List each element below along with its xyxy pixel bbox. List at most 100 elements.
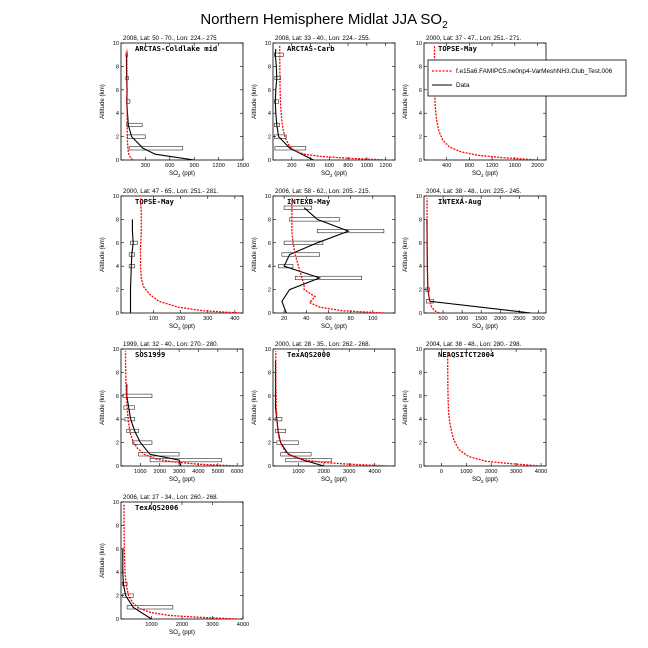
panel-9: 2004, Lat: 38 - 48., Lon: 280.- 298. NEAQ… <box>402 341 547 484</box>
model-series-line <box>123 504 237 619</box>
y-tick-label: 4 <box>419 111 422 117</box>
plot-area <box>128 198 241 313</box>
y-tick-label: 2 <box>419 288 422 294</box>
plot-area <box>447 351 542 466</box>
plot-frame <box>120 501 244 620</box>
x-tick-label: 1200 <box>212 163 224 169</box>
plot-frame <box>423 42 547 161</box>
y-tick-label: 4 <box>419 264 422 270</box>
x-axis-label-unit: (ppt) <box>484 323 498 330</box>
y-tick-label: 8 <box>268 217 271 223</box>
data-range-bar <box>283 240 324 245</box>
x-tick-label: 2000 <box>154 469 166 475</box>
x-tick-label: 1000 <box>292 469 304 475</box>
y-axis-label: Altitude (km) <box>99 84 106 119</box>
panel-subtitle: 1999, Lat: 32 - 40., Lon: 270.- 280. <box>123 341 219 348</box>
y-tick-label: 2 <box>116 594 119 600</box>
model-series-line <box>291 198 384 313</box>
y-tick-label: 6 <box>419 241 422 247</box>
x-axis-label-subscript: 2 <box>178 632 181 637</box>
y-tick-label: 2 <box>419 135 422 141</box>
legend-model-label: f.e15a6.FAMIPC5.ne0np4-VarMeshNH3.Club_T… <box>456 68 613 75</box>
plot-area <box>121 504 237 619</box>
x-tick-label: 4000 <box>237 622 249 628</box>
y-tick-label: 4 <box>116 264 119 270</box>
x-axis-label-unit: (ppt) <box>484 170 498 177</box>
y-tick-label: 4 <box>116 570 119 576</box>
x-tick-label: 3000 <box>510 469 522 475</box>
x-tick-label: 300 <box>203 316 212 322</box>
x-axis-label-subscript: 2 <box>178 173 181 178</box>
y-tick-label: 2 <box>116 288 119 294</box>
panel-1: 2008, Lat: 50 - 70., Lon: 224.- 275 ARCTA… <box>99 35 249 178</box>
data-range-bar <box>289 217 340 222</box>
x-axis-label-unit: (ppt) <box>181 170 195 177</box>
x-tick-label: 400 <box>442 163 451 169</box>
x-axis-label-subscript: 2 <box>330 479 333 484</box>
panel-subtitle: 2006, Lat: 27 - 34., Lon: 260.- 268. <box>123 494 219 501</box>
y-tick-label: 6 <box>116 241 119 247</box>
legend-data-label: Data <box>456 82 470 89</box>
x-tick-label: 1500 <box>475 316 487 322</box>
y-tick-label: 0 <box>268 464 271 470</box>
figure-title-subscript: 2 <box>442 20 448 31</box>
panel-subtitle: 2000, Lat: 37 - 47., Lon: 251.- 271. <box>426 35 522 42</box>
x-tick-label: 3000 <box>532 316 544 322</box>
x-tick-label: 4000 <box>535 469 547 475</box>
x-axis-label-unit: (ppt) <box>181 323 195 330</box>
x-axis-label-subscript: 2 <box>481 326 484 331</box>
y-tick-label: 8 <box>116 370 119 376</box>
x-tick-label: 4000 <box>368 469 380 475</box>
x-axis-label: SO2 (ppt) <box>169 476 195 484</box>
y-tick-label: 10 <box>265 41 271 47</box>
y-tick-label: 4 <box>268 264 271 270</box>
plot-frame <box>120 195 244 314</box>
x-tick-label: 1500 <box>237 163 249 169</box>
panel-inner-title: ARCTAS-Coldlake mid <box>135 44 217 53</box>
x-tick-label: 1000 <box>145 622 157 628</box>
data-range-bar <box>124 417 135 422</box>
x-tick-label: 800 <box>465 163 474 169</box>
y-tick-label: 6 <box>268 394 271 400</box>
data-range-bar <box>283 205 313 210</box>
x-axis-label: SO2 (ppt) <box>472 170 498 178</box>
y-tick-label: 8 <box>268 64 271 70</box>
x-axis-label-subscript: 2 <box>178 326 181 331</box>
x-tick-label: 600 <box>325 163 334 169</box>
y-tick-label: 8 <box>419 370 422 376</box>
data-range-bar <box>127 134 146 139</box>
plot-frame <box>272 42 396 161</box>
data-range-bar <box>278 264 294 269</box>
y-tick-label: 8 <box>268 370 271 376</box>
panel-subtitle: 2000, Lat: 47 - 65., Lon: 251.- 281. <box>123 188 219 195</box>
panel-subtitle: 2000, Lat: 28 - 35., Lon: 262.- 268. <box>275 341 371 348</box>
y-tick-label: 0 <box>268 311 271 317</box>
data-series-line <box>274 360 324 466</box>
x-tick-label: 1200 <box>486 163 498 169</box>
data-range-bar <box>126 428 139 433</box>
y-tick-label: 10 <box>265 347 271 353</box>
y-tick-label: 4 <box>419 417 422 423</box>
data-range-bar <box>274 417 283 422</box>
y-tick-label: 2 <box>268 288 271 294</box>
x-tick-label: 1000 <box>361 163 373 169</box>
plot-area <box>433 45 538 160</box>
data-range-bar <box>128 146 184 151</box>
x-axis-label-main: SO <box>169 323 178 330</box>
x-axis-label-main: SO <box>472 323 481 330</box>
x-tick-label: 1000 <box>460 469 472 475</box>
x-axis-label-main: SO <box>169 476 178 483</box>
x-tick-label: 1000 <box>456 316 468 322</box>
x-axis-label: SO2 (ppt) <box>472 476 498 484</box>
x-axis-label-unit: (ppt) <box>484 476 498 483</box>
x-axis-label-main: SO <box>472 170 481 177</box>
y-tick-label: 10 <box>416 194 422 200</box>
plot-area <box>278 198 385 313</box>
x-axis-label-main: SO <box>321 170 330 177</box>
y-tick-label: 10 <box>113 500 119 506</box>
y-tick-label: 6 <box>116 547 119 553</box>
y-tick-label: 8 <box>116 217 119 223</box>
x-axis-label-main: SO <box>472 476 481 483</box>
y-tick-label: 2 <box>116 135 119 141</box>
plot-area <box>274 351 390 466</box>
